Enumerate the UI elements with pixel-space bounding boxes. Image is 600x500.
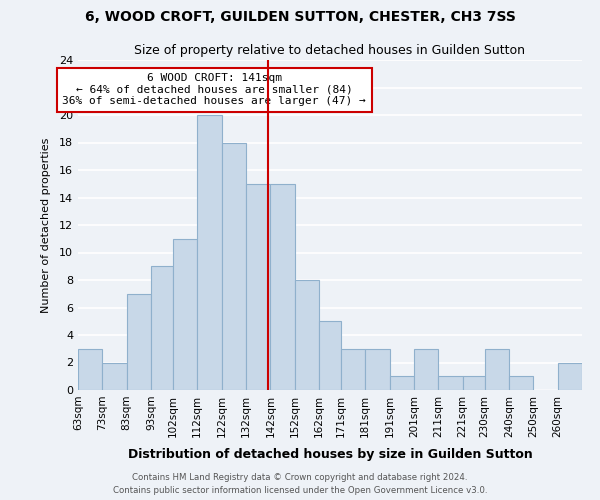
Bar [246, 184, 271, 390]
Bar [341, 349, 365, 390]
Title: Size of property relative to detached houses in Guilden Sutton: Size of property relative to detached ho… [134, 44, 526, 58]
Bar [557, 362, 582, 390]
Bar [439, 376, 463, 390]
Text: 6, WOOD CROFT, GUILDEN SUTTON, CHESTER, CH3 7SS: 6, WOOD CROFT, GUILDEN SUTTON, CHESTER, … [85, 10, 515, 24]
Bar [151, 266, 173, 390]
Bar [271, 184, 295, 390]
Bar [414, 349, 439, 390]
X-axis label: Distribution of detached houses by size in Guilden Sutton: Distribution of detached houses by size … [128, 448, 532, 461]
Bar [173, 239, 197, 390]
Bar [295, 280, 319, 390]
Bar [319, 322, 341, 390]
Bar [365, 349, 389, 390]
Bar [389, 376, 414, 390]
Bar [221, 142, 246, 390]
Y-axis label: Number of detached properties: Number of detached properties [41, 138, 50, 312]
Bar [127, 294, 151, 390]
Bar [485, 349, 509, 390]
Bar [103, 362, 127, 390]
Bar [509, 376, 533, 390]
Bar [78, 349, 103, 390]
Bar [463, 376, 485, 390]
Text: Contains HM Land Registry data © Crown copyright and database right 2024.
Contai: Contains HM Land Registry data © Crown c… [113, 474, 487, 495]
Text: 6 WOOD CROFT: 141sqm
← 64% of detached houses are smaller (84)
36% of semi-detac: 6 WOOD CROFT: 141sqm ← 64% of detached h… [62, 73, 366, 106]
Bar [197, 115, 221, 390]
